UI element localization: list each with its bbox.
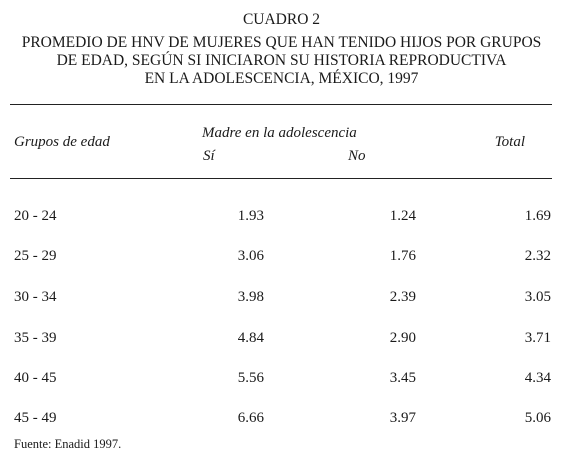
header-si: Sí — [203, 148, 215, 164]
row-value-total: 5.06 — [524, 410, 551, 426]
header-madre-adolescencia: Madre en la adolescencia — [202, 125, 357, 141]
row-value-no: 2.90 — [389, 330, 416, 346]
row-value-no: 1.24 — [389, 208, 416, 224]
header-rule — [10, 178, 552, 179]
row-value-no: 3.97 — [389, 410, 416, 426]
row-age-group: 20 - 24 — [14, 208, 57, 224]
row-value-total: 1.69 — [524, 208, 551, 224]
row-value-si: 1.93 — [237, 208, 264, 224]
row-value-si: 3.98 — [237, 289, 264, 305]
row-value-no: 1.76 — [389, 248, 416, 264]
row-age-group: 25 - 29 — [14, 248, 57, 264]
header-no: No — [348, 148, 366, 164]
row-value-no: 2.39 — [389, 289, 416, 305]
row-value-si: 3.06 — [237, 248, 264, 264]
title-line-2: DE EDAD, SEGÚN SI INICIARON SU HISTORIA … — [56, 52, 507, 69]
header-grupos-de-edad: Grupos de edad — [14, 134, 110, 150]
table-number: CUADRO 2 — [242, 11, 321, 28]
row-value-total: 3.71 — [524, 330, 551, 346]
source-note: Fuente: Enadid 1997. — [14, 437, 122, 451]
row-value-si: 6.66 — [237, 410, 264, 426]
row-age-group: 40 - 45 — [14, 370, 57, 386]
header-total: Total — [494, 134, 525, 150]
title-line-1: PROMEDIO DE HNV DE MUJERES QUE HAN TENID… — [21, 34, 542, 51]
top-rule — [10, 104, 552, 105]
row-value-si: 5.56 — [237, 370, 264, 386]
title-line-3: EN LA ADOLESCENCIA, MÉXICO, 1997 — [144, 70, 419, 87]
row-value-total: 4.34 — [524, 370, 551, 386]
row-value-si: 4.84 — [237, 330, 264, 346]
row-age-group: 45 - 49 — [14, 410, 57, 426]
row-age-group: 30 - 34 — [14, 289, 57, 305]
row-value-total: 2.32 — [524, 248, 551, 264]
row-value-total: 3.05 — [524, 289, 551, 305]
row-value-no: 3.45 — [389, 370, 416, 386]
row-age-group: 35 - 39 — [14, 330, 57, 346]
